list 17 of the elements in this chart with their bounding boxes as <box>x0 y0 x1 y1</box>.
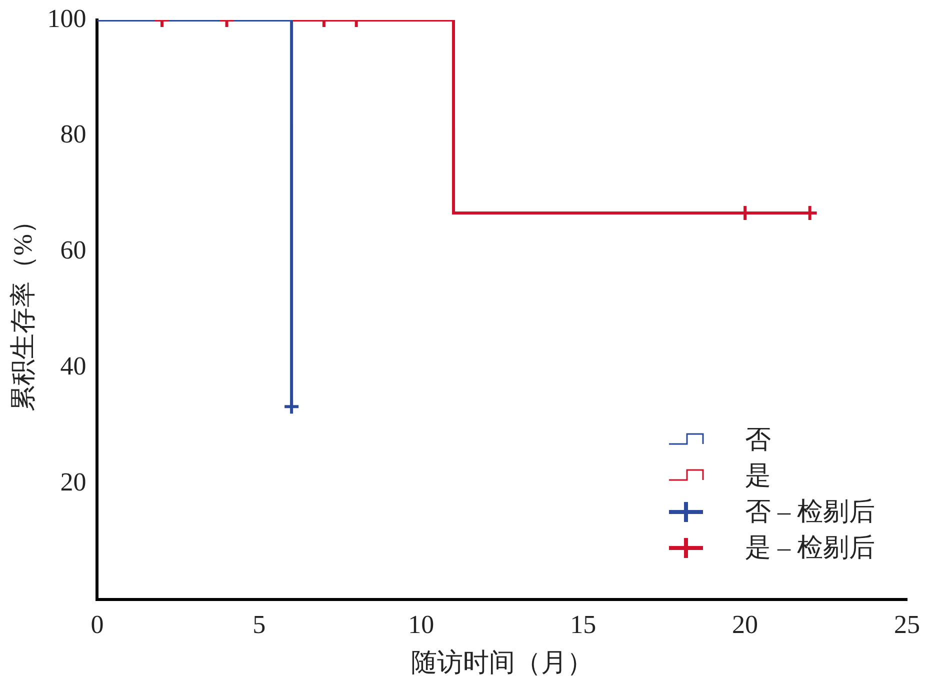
x-tick-label: 25 <box>894 610 920 640</box>
legend-label: 是 <box>745 460 771 492</box>
y-tick-label: 80 <box>60 120 86 149</box>
legend-label: 否 – 检剔后 <box>745 496 875 528</box>
x-tick-label: 0 <box>90 610 104 640</box>
y-axis-title: 累积生存率（%） <box>8 208 38 412</box>
x-tick-label: 15 <box>570 610 596 640</box>
x-tick-label: 20 <box>732 610 758 640</box>
legend-label: 否 <box>745 424 771 456</box>
x-tick-label: 10 <box>408 610 434 640</box>
x-tick-label: 5 <box>252 610 266 640</box>
y-tick-label: 20 <box>60 468 86 497</box>
y-tick-label: 40 <box>60 352 86 381</box>
x-axis-title: 随访时间（月） <box>411 648 594 678</box>
y-tick-label: 100 <box>47 4 86 33</box>
legend-label: 是 – 检剔后 <box>745 532 875 564</box>
y-tick-label: 60 <box>60 236 86 265</box>
